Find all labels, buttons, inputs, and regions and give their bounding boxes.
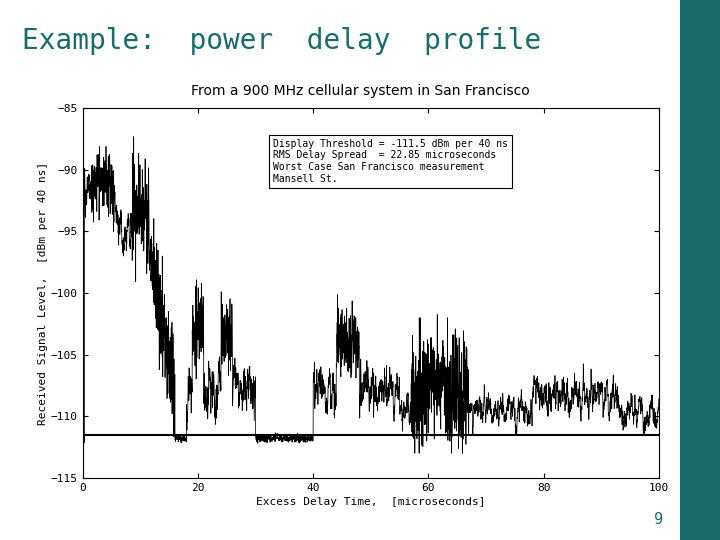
- X-axis label: Excess Delay Time,  [microseconds]: Excess Delay Time, [microseconds]: [256, 497, 485, 507]
- Text: Example:  power  delay  profile: Example: power delay profile: [22, 27, 541, 55]
- Text: From a 900 MHz cellular system in San Francisco: From a 900 MHz cellular system in San Fr…: [191, 84, 529, 98]
- Text: 9: 9: [654, 511, 663, 526]
- Y-axis label: Received Signal Level,  [dBm per 40 ns]: Received Signal Level, [dBm per 40 ns]: [38, 161, 48, 424]
- Text: Display Threshold = -111.5 dBm per 40 ns
RMS Delay Spread  = 22.85 microseconds
: Display Threshold = -111.5 dBm per 40 ns…: [273, 139, 508, 184]
